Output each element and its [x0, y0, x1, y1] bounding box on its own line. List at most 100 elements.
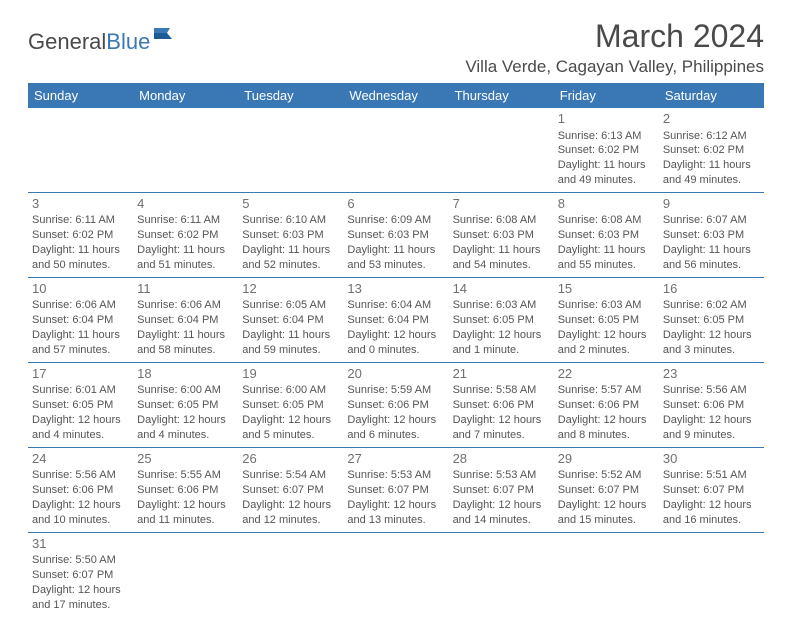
day-number: 31 [32, 535, 129, 553]
daylight-line: Daylight: 12 hours and 7 minutes. [453, 413, 550, 443]
day-number: 28 [453, 450, 550, 468]
sunrise-line: Sunrise: 6:03 AM [453, 298, 550, 313]
calendar-cell: 11Sunrise: 6:06 AMSunset: 6:04 PMDayligh… [133, 277, 238, 362]
day-number: 5 [242, 195, 339, 213]
sunset-line: Sunset: 6:06 PM [453, 398, 550, 413]
calendar-row: 31Sunrise: 5:50 AMSunset: 6:07 PMDayligh… [28, 532, 764, 616]
day-number: 9 [663, 195, 760, 213]
sunset-line: Sunset: 6:07 PM [558, 483, 655, 498]
day-number: 23 [663, 365, 760, 383]
sunset-line: Sunset: 6:07 PM [242, 483, 339, 498]
day-header: Thursday [449, 83, 554, 108]
calendar-cell: 18Sunrise: 6:00 AMSunset: 6:05 PMDayligh… [133, 362, 238, 447]
daylight-line: Daylight: 12 hours and 6 minutes. [347, 413, 444, 443]
calendar-cell: 1Sunrise: 6:13 AMSunset: 6:02 PMDaylight… [554, 108, 659, 192]
sunset-line: Sunset: 6:06 PM [137, 483, 234, 498]
calendar-cell: 3Sunrise: 6:11 AMSunset: 6:02 PMDaylight… [28, 192, 133, 277]
sunset-line: Sunset: 6:02 PM [32, 228, 129, 243]
daylight-line: Daylight: 11 hours and 58 minutes. [137, 328, 234, 358]
daylight-line: Daylight: 12 hours and 15 minutes. [558, 498, 655, 528]
daylight-line: Daylight: 12 hours and 17 minutes. [32, 583, 129, 613]
daylight-line: Daylight: 11 hours and 54 minutes. [453, 243, 550, 273]
calendar-row: 17Sunrise: 6:01 AMSunset: 6:05 PMDayligh… [28, 362, 764, 447]
sunrise-line: Sunrise: 5:58 AM [453, 383, 550, 398]
daylight-line: Daylight: 11 hours and 59 minutes. [242, 328, 339, 358]
header: GeneralBlue March 2024 Villa Verde, Caga… [28, 18, 764, 77]
daylight-line: Daylight: 11 hours and 53 minutes. [347, 243, 444, 273]
day-header: Monday [133, 83, 238, 108]
calendar-cell: 31Sunrise: 5:50 AMSunset: 6:07 PMDayligh… [28, 532, 133, 616]
sunset-line: Sunset: 6:02 PM [663, 143, 760, 158]
calendar-cell [238, 532, 343, 616]
daylight-line: Daylight: 11 hours and 55 minutes. [558, 243, 655, 273]
sunset-line: Sunset: 6:02 PM [137, 228, 234, 243]
day-number: 11 [137, 280, 234, 298]
daylight-line: Daylight: 12 hours and 11 minutes. [137, 498, 234, 528]
sunrise-line: Sunrise: 5:53 AM [347, 468, 444, 483]
sunset-line: Sunset: 6:06 PM [663, 398, 760, 413]
day-number: 4 [137, 195, 234, 213]
day-number: 13 [347, 280, 444, 298]
daylight-line: Daylight: 12 hours and 1 minute. [453, 328, 550, 358]
calendar-cell [133, 108, 238, 192]
day-number: 1 [558, 110, 655, 128]
sunrise-line: Sunrise: 5:52 AM [558, 468, 655, 483]
day-number: 21 [453, 365, 550, 383]
calendar-cell [659, 532, 764, 616]
calendar-cell: 27Sunrise: 5:53 AMSunset: 6:07 PMDayligh… [343, 447, 448, 532]
sunrise-line: Sunrise: 6:05 AM [242, 298, 339, 313]
day-number: 10 [32, 280, 129, 298]
calendar-row: 1Sunrise: 6:13 AMSunset: 6:02 PMDaylight… [28, 108, 764, 192]
brand-logo: GeneralBlue [28, 26, 174, 57]
daylight-line: Daylight: 12 hours and 12 minutes. [242, 498, 339, 528]
calendar-cell: 13Sunrise: 6:04 AMSunset: 6:04 PMDayligh… [343, 277, 448, 362]
sunrise-line: Sunrise: 6:06 AM [137, 298, 234, 313]
calendar-cell: 12Sunrise: 6:05 AMSunset: 6:04 PMDayligh… [238, 277, 343, 362]
sunrise-line: Sunrise: 5:56 AM [663, 383, 760, 398]
sunrise-line: Sunrise: 5:53 AM [453, 468, 550, 483]
calendar-cell: 26Sunrise: 5:54 AMSunset: 6:07 PMDayligh… [238, 447, 343, 532]
sunrise-line: Sunrise: 5:56 AM [32, 468, 129, 483]
day-number: 14 [453, 280, 550, 298]
calendar-cell [449, 108, 554, 192]
sunset-line: Sunset: 6:07 PM [347, 483, 444, 498]
day-number: 25 [137, 450, 234, 468]
sunset-line: Sunset: 6:07 PM [32, 568, 129, 583]
calendar-cell: 29Sunrise: 5:52 AMSunset: 6:07 PMDayligh… [554, 447, 659, 532]
day-number: 30 [663, 450, 760, 468]
sunrise-line: Sunrise: 6:07 AM [663, 213, 760, 228]
sunrise-line: Sunrise: 5:50 AM [32, 553, 129, 568]
daylight-line: Daylight: 12 hours and 10 minutes. [32, 498, 129, 528]
day-header: Friday [554, 83, 659, 108]
daylight-line: Daylight: 12 hours and 4 minutes. [32, 413, 129, 443]
daylight-line: Daylight: 11 hours and 49 minutes. [663, 158, 760, 188]
sunrise-line: Sunrise: 6:13 AM [558, 129, 655, 144]
daylight-line: Daylight: 11 hours and 51 minutes. [137, 243, 234, 273]
sunset-line: Sunset: 6:07 PM [453, 483, 550, 498]
day-number: 15 [558, 280, 655, 298]
daylight-line: Daylight: 11 hours and 50 minutes. [32, 243, 129, 273]
calendar-cell: 5Sunrise: 6:10 AMSunset: 6:03 PMDaylight… [238, 192, 343, 277]
day-number: 3 [32, 195, 129, 213]
calendar-cell [28, 108, 133, 192]
sunset-line: Sunset: 6:04 PM [32, 313, 129, 328]
sunset-line: Sunset: 6:05 PM [663, 313, 760, 328]
sunset-line: Sunset: 6:05 PM [242, 398, 339, 413]
sunset-line: Sunset: 6:03 PM [242, 228, 339, 243]
calendar-body: 1Sunrise: 6:13 AMSunset: 6:02 PMDaylight… [28, 108, 764, 617]
calendar-cell [133, 532, 238, 616]
calendar-cell: 20Sunrise: 5:59 AMSunset: 6:06 PMDayligh… [343, 362, 448, 447]
day-header: Tuesday [238, 83, 343, 108]
calendar-cell: 21Sunrise: 5:58 AMSunset: 6:06 PMDayligh… [449, 362, 554, 447]
sunset-line: Sunset: 6:02 PM [558, 143, 655, 158]
sunrise-line: Sunrise: 6:02 AM [663, 298, 760, 313]
day-number: 16 [663, 280, 760, 298]
sunrise-line: Sunrise: 6:09 AM [347, 213, 444, 228]
sunset-line: Sunset: 6:05 PM [453, 313, 550, 328]
calendar-cell: 7Sunrise: 6:08 AMSunset: 6:03 PMDaylight… [449, 192, 554, 277]
day-number: 6 [347, 195, 444, 213]
daylight-line: Daylight: 11 hours and 52 minutes. [242, 243, 339, 273]
sunrise-line: Sunrise: 6:08 AM [558, 213, 655, 228]
day-header: Wednesday [343, 83, 448, 108]
daylight-line: Daylight: 12 hours and 8 minutes. [558, 413, 655, 443]
